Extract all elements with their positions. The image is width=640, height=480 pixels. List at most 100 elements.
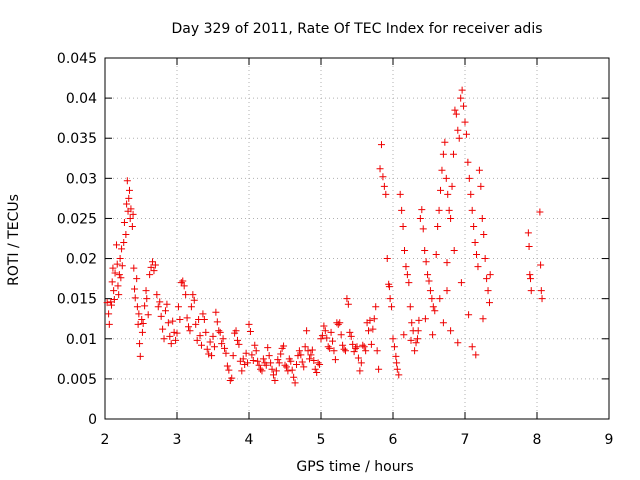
data-point bbox=[222, 349, 230, 357]
data-point bbox=[284, 367, 292, 375]
data-point bbox=[138, 316, 146, 324]
axis-ticks bbox=[104, 57, 610, 420]
data-point bbox=[334, 320, 342, 328]
data-point bbox=[437, 186, 445, 194]
data-point bbox=[448, 182, 456, 190]
data-point bbox=[170, 328, 178, 336]
data-point bbox=[190, 296, 198, 304]
data-point bbox=[136, 340, 144, 348]
data-point bbox=[246, 328, 254, 336]
data-point bbox=[257, 365, 265, 373]
data-point bbox=[241, 360, 249, 368]
data-point bbox=[484, 287, 492, 295]
data-point bbox=[120, 239, 128, 247]
data-point bbox=[288, 366, 296, 374]
data-point bbox=[196, 332, 204, 340]
data-point bbox=[304, 347, 312, 355]
data-point bbox=[128, 222, 136, 230]
data-point bbox=[452, 110, 460, 118]
data-point bbox=[442, 174, 450, 182]
data-point bbox=[185, 323, 193, 331]
data-point bbox=[244, 359, 252, 367]
x-tick-labels: 2 3 4 5 6 7 8 9 bbox=[101, 432, 614, 448]
data-point bbox=[301, 343, 309, 351]
data-point bbox=[153, 291, 161, 299]
data-point bbox=[357, 359, 365, 367]
data-point bbox=[107, 298, 115, 306]
data-point bbox=[337, 331, 345, 339]
data-point bbox=[527, 275, 535, 283]
data-point bbox=[203, 345, 211, 353]
data-point bbox=[210, 343, 218, 351]
data-point bbox=[245, 320, 253, 328]
data-point bbox=[281, 361, 289, 369]
data-point bbox=[213, 318, 221, 326]
data-point bbox=[269, 371, 277, 379]
data-point bbox=[131, 294, 139, 302]
data-point bbox=[107, 301, 115, 309]
data-point bbox=[110, 295, 118, 303]
data-point bbox=[527, 287, 535, 295]
data-point bbox=[209, 332, 217, 340]
data-point bbox=[367, 340, 375, 348]
data-point bbox=[432, 251, 440, 259]
data-point bbox=[321, 327, 329, 335]
data-point bbox=[354, 354, 362, 362]
data-point bbox=[366, 316, 374, 324]
data-point bbox=[475, 166, 483, 174]
data-point bbox=[454, 126, 462, 134]
data-point bbox=[481, 255, 489, 263]
data-point bbox=[330, 347, 338, 355]
data-point bbox=[327, 328, 335, 336]
data-point bbox=[147, 263, 155, 271]
data-point bbox=[457, 94, 465, 102]
data-point bbox=[149, 258, 157, 266]
data-point bbox=[282, 363, 290, 371]
data-point bbox=[399, 222, 407, 230]
data-point bbox=[303, 327, 311, 335]
data-point bbox=[133, 303, 141, 311]
data-point bbox=[212, 308, 220, 316]
data-point bbox=[373, 347, 381, 355]
data-point bbox=[252, 347, 260, 355]
data-point bbox=[360, 343, 368, 351]
data-point bbox=[208, 352, 216, 360]
data-point bbox=[139, 320, 147, 328]
data-point bbox=[305, 355, 313, 363]
data-point bbox=[105, 310, 113, 318]
data-point bbox=[173, 329, 181, 337]
data-point bbox=[462, 130, 470, 138]
data-point bbox=[443, 287, 451, 295]
data-point bbox=[457, 279, 465, 287]
data-point bbox=[474, 263, 482, 271]
data-point bbox=[215, 327, 223, 335]
data-point bbox=[223, 362, 231, 370]
data-point bbox=[179, 277, 187, 285]
data-point bbox=[189, 291, 197, 299]
data-point bbox=[400, 331, 408, 339]
data-point bbox=[275, 359, 283, 367]
data-point bbox=[418, 206, 426, 214]
data-point bbox=[129, 210, 137, 218]
data-point bbox=[267, 359, 275, 367]
data-point bbox=[346, 328, 354, 336]
data-point bbox=[526, 271, 534, 279]
data-point bbox=[135, 310, 143, 318]
data-point bbox=[525, 243, 533, 251]
data-point bbox=[131, 285, 139, 293]
data-point bbox=[262, 361, 270, 369]
data-point bbox=[416, 214, 424, 222]
data-point bbox=[458, 86, 466, 94]
data-point bbox=[370, 315, 378, 323]
data-point bbox=[172, 336, 180, 344]
data-point bbox=[310, 356, 318, 364]
data-point bbox=[537, 287, 545, 295]
y-tick-label: 0.03 bbox=[66, 171, 97, 187]
data-point bbox=[537, 261, 545, 269]
data-point bbox=[419, 225, 427, 233]
x-tick-label: 3 bbox=[173, 432, 182, 448]
data-point bbox=[115, 271, 123, 279]
y-tick-label: 0.025 bbox=[57, 211, 97, 227]
data-point bbox=[465, 311, 473, 319]
data-point bbox=[356, 367, 364, 375]
